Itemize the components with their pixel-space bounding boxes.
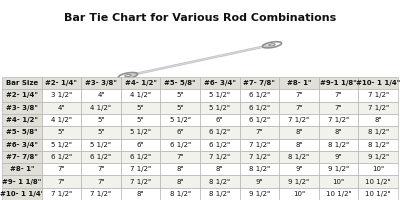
Text: Bar Tie Chart for Various Rod Combinations: Bar Tie Chart for Various Rod Combinatio… — [64, 13, 336, 23]
Ellipse shape — [125, 75, 131, 77]
Ellipse shape — [269, 44, 275, 46]
